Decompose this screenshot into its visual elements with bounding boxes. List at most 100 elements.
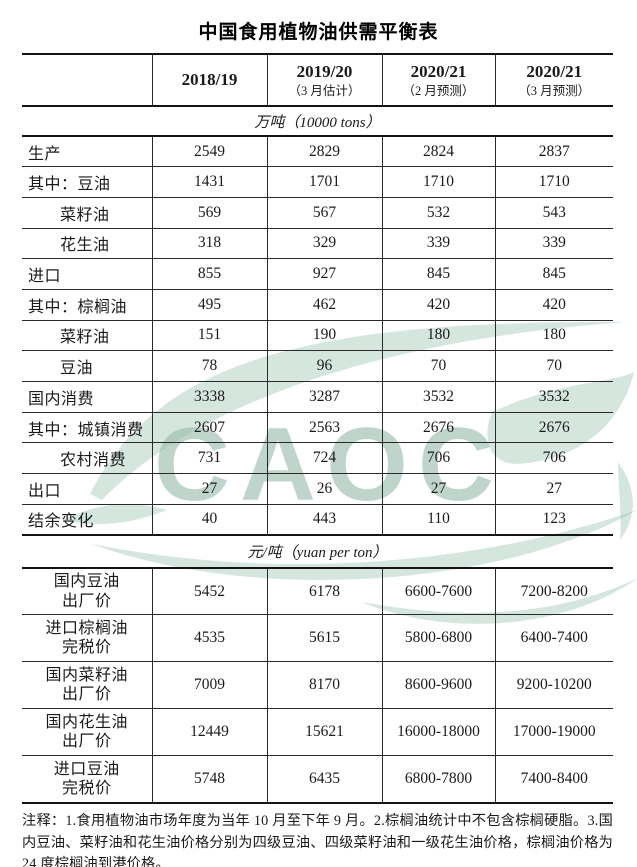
value-cell: 5800-6800	[381, 614, 495, 663]
row-label: 国内豆油 出厂价	[22, 567, 152, 616]
table-row-palm-oil-imports: 其中：棕榈油 495 462 420 420	[22, 289, 613, 321]
value-cell: 706	[381, 442, 495, 475]
value-cell: 3532	[381, 381, 495, 413]
value-cell: 78	[151, 350, 267, 382]
row-label-line1: 进口豆油	[53, 760, 120, 778]
value-cell: 2676	[381, 412, 495, 444]
value-cell: 532	[381, 197, 495, 229]
header-note: （3 月预测）	[518, 83, 591, 98]
value-cell: 27	[151, 473, 267, 505]
value-cell: 6400-7400	[494, 614, 613, 663]
value-cell: 151	[151, 320, 267, 352]
row-label-line2: 完税价	[61, 639, 112, 657]
value-cell: 8600-9600	[381, 661, 495, 710]
value-cell: 6178	[266, 567, 382, 616]
value-cell: 2837	[494, 136, 613, 168]
row-label: 豆油	[22, 350, 152, 382]
table-row-imports: 进口 855 927 845 845	[22, 258, 613, 290]
value-cell: 3338	[151, 381, 267, 413]
table-header-row: 2018/19 2019/20 （3 月估计） 2020/21 （2 月预测） …	[22, 54, 613, 107]
row-label: 菜籽油	[22, 197, 152, 229]
row-label: 进口豆油 完税价	[22, 756, 152, 803]
value-cell: 8170	[266, 661, 382, 710]
value-cell: 495	[151, 289, 267, 321]
row-label: 花生油	[22, 228, 152, 260]
row-label: 其中：城镇消费	[22, 412, 152, 444]
unit-label-quantity: 万吨（10000 tons）	[22, 106, 613, 137]
page-title: 中国食用植物油供需平衡表	[198, 22, 439, 43]
value-cell: 123	[494, 504, 613, 536]
row-label: 结余变化	[22, 504, 152, 536]
value-cell: 5748	[151, 755, 267, 803]
value-cell: 569	[151, 197, 267, 229]
value-cell: 70	[494, 350, 613, 382]
table-row-balance-change: 结余变化 40 443 110 123	[22, 504, 613, 536]
header-2019-20: 2019/20 （3 月估计）	[266, 54, 382, 107]
value-cell: 7009	[151, 661, 267, 710]
header-2018-19: 2018/19	[151, 54, 267, 107]
value-cell: 2549	[151, 136, 267, 168]
header-2020-21-mar: 2020/21 （3 月预测）	[494, 54, 613, 107]
table-row-soy-oil-imports: 豆油 78 96 70 70	[22, 350, 613, 382]
value-cell: 1710	[494, 166, 613, 198]
table-row-domestic-soy-oil-price: 国内豆油 出厂价 5452 6178 6600-7600 7200-8200	[22, 567, 613, 616]
value-cell: 5615	[266, 614, 382, 663]
value-cell: 855	[151, 258, 267, 290]
value-cell: 724	[266, 442, 382, 475]
row-label: 其中：棕榈油	[22, 289, 152, 321]
row-label: 出口	[22, 473, 152, 505]
unit-row-quantity: 万吨（10000 tons）	[22, 106, 613, 137]
value-cell: 731	[151, 442, 267, 475]
table-row-production: 生产 2549 2829 2824 2837	[22, 136, 613, 168]
value-cell: 6600-7600	[381, 567, 495, 616]
table-row-domestic-rapeseed-oil-price: 国内菜籽油 出厂价 7009 8170 8600-9600 9200-10200	[22, 661, 613, 710]
value-cell: 329	[266, 228, 382, 260]
header-note: （3 月估计）	[288, 83, 361, 98]
value-cell: 70	[381, 350, 495, 382]
value-cell: 2824	[381, 136, 495, 168]
value-cell: 4535	[151, 614, 267, 663]
header-note: （2 月预测）	[402, 83, 475, 98]
value-cell: 2829	[266, 136, 382, 168]
table-row-exports: 出口 27 26 27 27	[22, 473, 613, 505]
header-2020-21-feb: 2020/21 （2 月预测）	[381, 54, 495, 107]
table-row-rapeseed-oil-imports: 菜籽油 151 190 180 180	[22, 320, 613, 352]
header-year: 2019/20	[296, 61, 353, 81]
header-year: 2020/21	[410, 61, 467, 81]
value-cell: 26	[266, 473, 382, 505]
unit-row-price: 元/吨（yuan per ton）	[22, 533, 613, 569]
value-cell: 420	[381, 289, 495, 321]
row-label-line1: 国内菜籽油	[45, 666, 128, 684]
value-cell: 1701	[266, 166, 382, 198]
table-row-soy-oil-production: 其中：豆油 1431 1701 1710 1710	[22, 166, 613, 198]
value-cell: 339	[381, 228, 495, 260]
value-cell: 7200-8200	[494, 567, 613, 616]
value-cell: 3532	[494, 381, 613, 413]
row-label-line1: 国内豆油	[53, 573, 120, 591]
row-label-line1: 进口棕榈油	[45, 619, 128, 637]
value-cell: 180	[381, 320, 495, 352]
table-row-imported-soy-oil-price: 进口豆油 完税价 5748 6435 6800-7800 7400-8400	[22, 755, 613, 803]
table-row-domestic-consumption: 国内消费 3338 3287 3532 3532	[22, 381, 613, 413]
row-label-line2: 出厂价	[61, 592, 112, 610]
value-cell: 5452	[151, 567, 267, 616]
value-cell: 339	[494, 228, 613, 260]
value-cell: 96	[266, 350, 382, 382]
table-row-rural-consumption: 农村消费 731 724 706 706	[22, 442, 613, 475]
value-cell: 927	[266, 258, 382, 290]
row-label-line2: 出厂价	[61, 686, 112, 704]
value-cell: 110	[381, 504, 495, 536]
row-label: 菜籽油	[22, 320, 152, 352]
value-cell: 9200-10200	[494, 661, 613, 710]
table-row-imported-palm-oil-price: 进口棕榈油 完税价 4535 5615 5800-6800 6400-7400	[22, 614, 613, 663]
value-cell: 6800-7800	[381, 755, 495, 803]
value-cell: 567	[266, 197, 382, 229]
value-cell: 16000-18000	[381, 708, 495, 757]
value-cell: 443	[266, 504, 382, 536]
value-cell: 845	[494, 258, 613, 290]
row-label: 进口棕榈油 完税价	[22, 614, 152, 663]
header-empty-cell	[22, 54, 152, 107]
value-cell: 2563	[266, 412, 382, 444]
value-cell: 27	[381, 473, 495, 505]
